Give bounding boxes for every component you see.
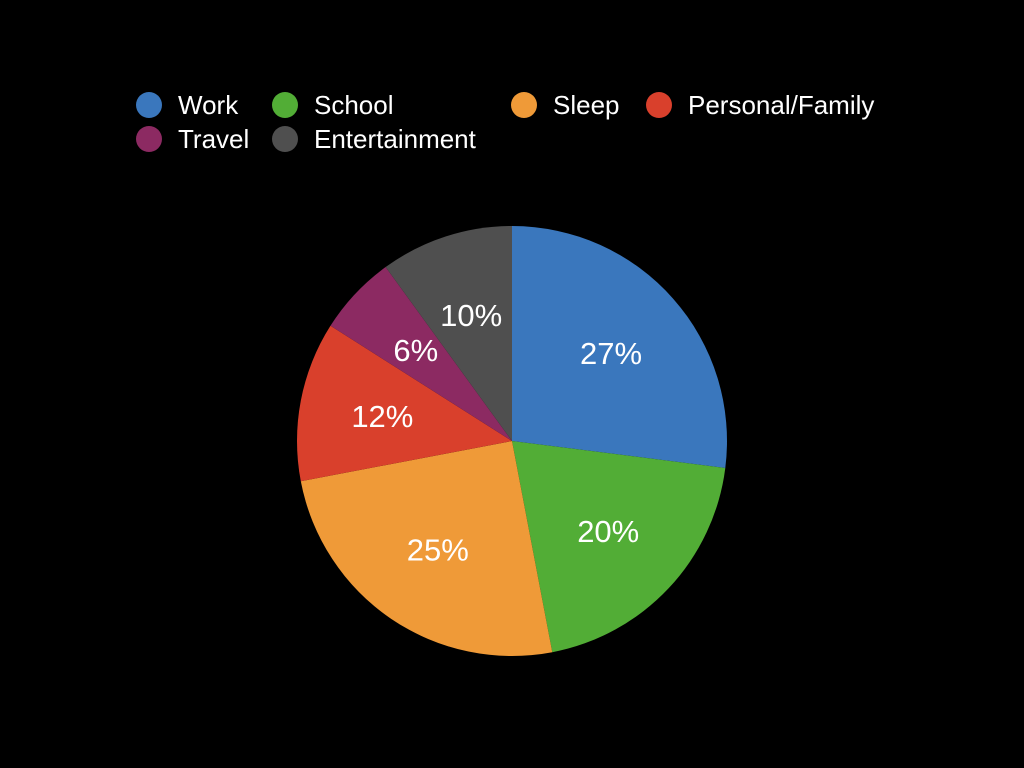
legend-label-sleep: Sleep [553,90,620,120]
legend-swatch-travel [136,126,162,152]
pie-slices [297,226,727,656]
legend-item-travel: Travel [136,124,249,154]
legend-item-school: School [272,90,394,120]
legend-label-school: School [314,90,394,120]
pie-slice-personal-family [297,325,512,482]
legend-swatch-school [272,92,298,118]
pie-slice-school [512,441,726,653]
legend-label-travel: Travel [178,124,250,154]
data-label-school: 20% [577,514,639,549]
legend-item-work: Work [136,90,238,120]
data-label-travel: 6% [393,333,438,368]
legend-swatch-sleep [511,92,537,118]
pie-data-labels: 27% 20% 25% 12% 6%10% [351,298,642,568]
legend-label-entertainment: Entertainment [314,124,476,154]
data-label-work: 27% [580,336,642,371]
data-label-personal-family: 12% [351,399,413,434]
legend-swatch-personal-family [646,92,672,118]
legend-item-personal-family: Personal/Family [646,90,874,120]
legend-item-entertainment: Entertainment [272,124,476,154]
data-label-sleep: 25% [407,533,469,568]
pie-slice-sleep [300,441,553,656]
legend-label-personal-family: Personal/Family [688,90,875,120]
legend-label-work: Work [178,90,239,120]
legend-swatch-work [136,92,162,118]
pie-slice-entertainment [385,226,512,441]
pie-slice-work [512,226,727,468]
legend-swatch-entertainment [272,126,298,152]
data-label-entertainment: 10% [440,298,502,333]
pie-slice-travel [330,267,512,441]
legend-item-sleep: Sleep [511,90,620,120]
